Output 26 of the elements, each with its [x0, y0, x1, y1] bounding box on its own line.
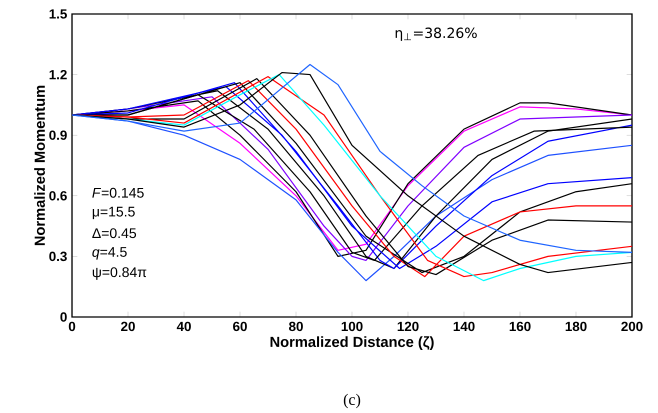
- x-tick-label: 20: [121, 322, 135, 332]
- y-tick-label: 1.5: [50, 9, 67, 19]
- y-tick-label: 0: [60, 312, 67, 322]
- y-tick-label: 0.6: [49, 191, 67, 201]
- annotation: ψ=0.84π: [92, 267, 146, 280]
- y-tick-label: 1.2: [50, 70, 67, 80]
- annotation: q=4.5: [92, 247, 127, 260]
- text: (c): [344, 394, 360, 408]
- x-tick-label: 40: [176, 322, 191, 332]
- x-tick-label: 100: [342, 322, 363, 332]
- x-tick-label: 180: [566, 322, 587, 332]
- annotation: Δ=0.45: [92, 228, 136, 238]
- y-axis-title: Normalized Momentum: [34, 86, 45, 246]
- x-tick-label: 140: [454, 322, 475, 332]
- x-tick-label: 80: [289, 322, 303, 332]
- annotation: F=0.145: [92, 188, 144, 198]
- x-tick-label: 160: [510, 322, 531, 332]
- x-axis-title: Normalized Distance (ζ): [270, 336, 434, 350]
- x-tick-label: 120: [398, 322, 419, 332]
- annotation: μ=15.5: [92, 206, 135, 220]
- x-tick-label: 200: [621, 322, 643, 332]
- annotation: η$_{⊥}$=38.26%: [396, 28, 477, 41]
- x-tick-label: 60: [233, 322, 247, 332]
- y-tick-label: 0.9: [49, 130, 67, 140]
- x-tick-label: 0: [68, 322, 76, 332]
- y-tick-label: 0.3: [49, 252, 67, 262]
